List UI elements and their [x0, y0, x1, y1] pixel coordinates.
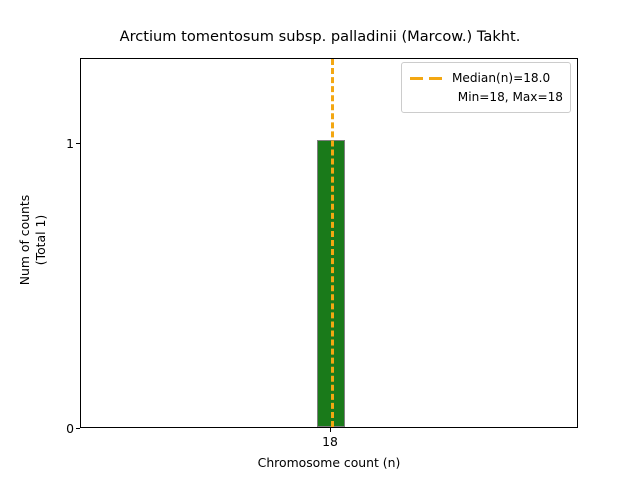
- ytick-label-0: 0: [66, 421, 74, 436]
- chart-legend: Median(n)=18.0 Min=18, Max=18: [401, 62, 571, 113]
- y-axis-label: Num of counts (Total 1): [16, 55, 50, 425]
- ytick-mark-1: [76, 143, 80, 144]
- median-line: [331, 59, 334, 427]
- chart-title: Arctium tomentosum subsp. palladinii (Ma…: [119, 28, 521, 45]
- xtick-label-18: 18: [322, 434, 338, 449]
- legend-entry-median: Median(n)=18.0: [409, 68, 563, 87]
- ytick-mark-0: [76, 428, 80, 429]
- xtick-mark-18: [330, 428, 331, 432]
- legend-label-median: Median(n)=18.0: [452, 70, 551, 85]
- y-axis-label-line1: Num of counts: [17, 194, 32, 286]
- legend-entry-minmax: Min=18, Max=18: [409, 87, 563, 106]
- legend-label-minmax: Min=18, Max=18: [457, 89, 563, 104]
- plot-area: [80, 58, 578, 428]
- ytick-label-1: 1: [66, 136, 74, 151]
- x-axis-label: Chromosome count (n): [257, 455, 401, 470]
- y-axis-label-line2: (Total 1): [33, 214, 48, 266]
- dashed-line-icon: [409, 71, 445, 85]
